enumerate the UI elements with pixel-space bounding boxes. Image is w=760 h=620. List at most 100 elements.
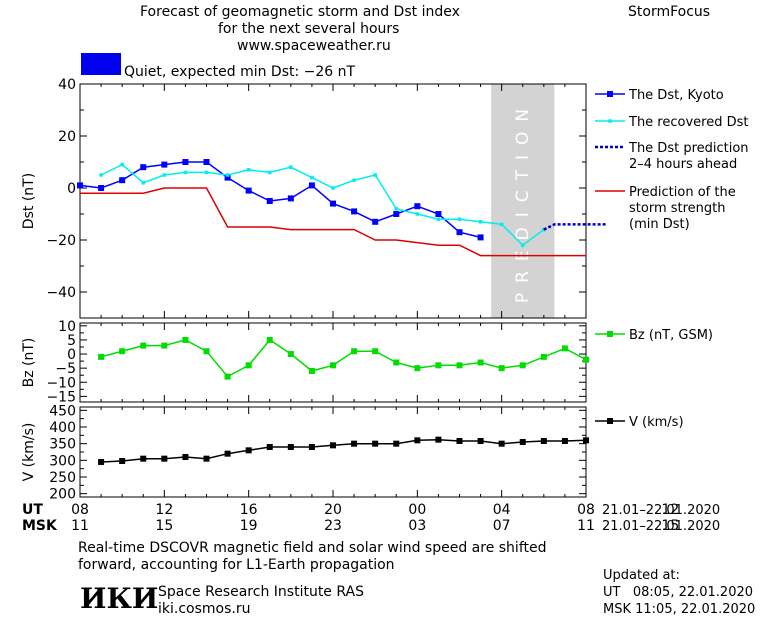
data-point — [561, 345, 568, 352]
data-point — [393, 359, 400, 366]
data-point — [182, 454, 189, 460]
data-point — [161, 455, 168, 462]
x-tick-label-msk: 03 — [408, 518, 426, 534]
data-point — [161, 161, 168, 168]
y-tick-label: 450 — [49, 403, 76, 419]
data-point — [161, 342, 168, 349]
data-point — [183, 170, 188, 175]
data-point — [182, 336, 189, 343]
data-point — [330, 442, 336, 449]
data-point — [287, 444, 294, 450]
y-axis-label: Bz (nT) — [21, 338, 37, 388]
data-point — [182, 159, 189, 165]
prediction-band — [491, 84, 555, 318]
data-point — [457, 217, 462, 221]
data-point — [435, 362, 442, 369]
legend-marker — [607, 331, 613, 337]
x-tick-label-msk: 15 — [155, 518, 173, 534]
data-point — [415, 212, 420, 216]
data-point — [351, 440, 358, 447]
data-point — [203, 455, 210, 462]
y-axis-label: Dst (nT) — [21, 173, 37, 229]
data-point — [245, 187, 252, 194]
data-point — [266, 444, 273, 450]
data-point — [478, 220, 483, 224]
x-tick-label-ut: 08 — [71, 502, 89, 518]
msk-date-range: 21.01–22.01.2020 — [602, 519, 720, 534]
data-point — [266, 336, 273, 343]
series-line-2-0 — [101, 438, 587, 463]
legend-entry: storm strength — [629, 201, 726, 216]
data-point — [308, 367, 315, 374]
data-point — [245, 362, 252, 369]
y-tick-label: 200 — [49, 487, 76, 503]
data-point — [435, 211, 442, 217]
data-point — [477, 234, 484, 241]
panel-frame — [79, 406, 587, 498]
data-point — [540, 438, 547, 444]
legend-entry: V (km/s) — [629, 415, 684, 430]
website-text: www.spaceweather.ru — [237, 38, 391, 54]
x-tick-label-msk: 07 — [493, 518, 511, 534]
data-point — [245, 447, 252, 454]
footer-note-line2: forward, accounting for L1-Earth propaga… — [78, 557, 395, 573]
x-tick-label-msk: 11 — [71, 518, 89, 534]
y-tick-label: 20 — [58, 129, 76, 145]
y-tick-label: −10 — [46, 375, 76, 391]
data-point — [414, 365, 421, 372]
y-tick-label: −20 — [46, 233, 76, 249]
data-point — [99, 173, 103, 177]
data-point — [330, 362, 336, 369]
data-point — [287, 195, 294, 202]
brand-text: StormFocus — [628, 4, 711, 20]
panel-dst: PREDICTION 40 20 0 −20 −40 Dst (nT) The Dst, Ky… — [21, 77, 749, 319]
updated-ut: UT 08:05, 22.01.2020 — [603, 585, 754, 600]
legend-entry: Bz (nT, GSM) — [629, 328, 713, 343]
updated-msk: MSK 11:05, 22.01.2020 — [603, 602, 756, 617]
data-point — [120, 162, 124, 167]
x-tick-label-ut: 20 — [324, 502, 342, 518]
data-point — [162, 173, 167, 177]
msk-axis-label: MSK — [22, 518, 58, 534]
x-tick-label-msk: 15 — [661, 518, 679, 534]
y-tick-label: −15 — [46, 389, 76, 405]
data-point — [499, 222, 504, 227]
data-point — [456, 362, 463, 369]
legend-marker — [607, 418, 613, 424]
data-point — [140, 342, 147, 349]
data-point — [268, 170, 272, 175]
data-point — [393, 440, 400, 447]
data-point — [498, 365, 505, 372]
data-point — [372, 440, 379, 447]
y-tick-label: 350 — [49, 437, 76, 453]
y-tick-label: 300 — [49, 453, 76, 469]
data-point — [373, 173, 377, 177]
data-point — [141, 181, 145, 185]
y-tick-label: −5 — [55, 361, 76, 377]
data-point — [583, 356, 589, 363]
data-point — [561, 438, 568, 444]
x-tick-label-msk: 19 — [240, 518, 258, 534]
y-axis-label: V (km/s) — [21, 423, 37, 482]
status-text: Quiet, expected min Dst: −26 nT — [124, 64, 356, 80]
data-point — [308, 444, 315, 450]
series-line-0-2 — [543, 223, 608, 231]
x-tick-label-ut: 04 — [493, 502, 511, 518]
data-point — [119, 348, 126, 355]
legend-marker — [607, 91, 613, 97]
x-tick-label-msk: 23 — [324, 518, 342, 534]
legend-entry: The Dst, Kyoto — [628, 88, 724, 103]
data-point — [521, 243, 525, 247]
data-point — [393, 211, 400, 217]
data-point — [498, 440, 505, 447]
data-point — [224, 373, 231, 380]
data-point — [351, 348, 358, 355]
chart-title-line1: Forecast of geomagnetic storm and Dst in… — [140, 4, 460, 20]
data-point — [98, 353, 105, 360]
data-point — [77, 182, 83, 189]
data-point — [98, 185, 105, 191]
data-point — [456, 438, 463, 444]
data-point — [287, 351, 294, 358]
data-point — [351, 208, 358, 215]
